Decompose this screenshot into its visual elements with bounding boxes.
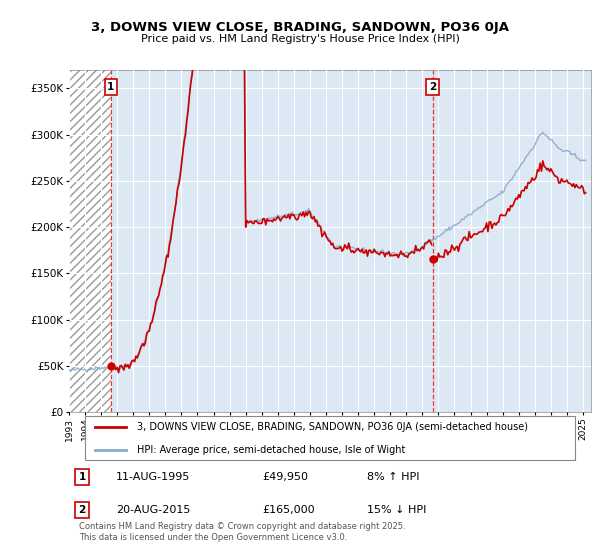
Text: HPI: Average price, semi-detached house, Isle of Wight: HPI: Average price, semi-detached house,… [137, 445, 405, 455]
Text: Contains HM Land Registry data © Crown copyright and database right 2025.
This d: Contains HM Land Registry data © Crown c… [79, 522, 406, 542]
Bar [69, 70, 111, 412]
Text: 11-AUG-1995: 11-AUG-1995 [116, 472, 190, 482]
Text: 15% ↓ HPI: 15% ↓ HPI [367, 505, 426, 515]
FancyBboxPatch shape [85, 416, 575, 460]
Text: 3, DOWNS VIEW CLOSE, BRADING, SANDOWN, PO36 0JA: 3, DOWNS VIEW CLOSE, BRADING, SANDOWN, P… [91, 21, 509, 34]
Text: 2: 2 [429, 82, 436, 92]
Text: 2: 2 [79, 505, 86, 515]
Text: 20-AUG-2015: 20-AUG-2015 [116, 505, 190, 515]
Bar [69, 70, 111, 412]
Text: £49,950: £49,950 [262, 472, 308, 482]
Text: 1: 1 [107, 82, 115, 92]
Text: 3, DOWNS VIEW CLOSE, BRADING, SANDOWN, PO36 0JA (semi-detached house): 3, DOWNS VIEW CLOSE, BRADING, SANDOWN, P… [137, 422, 528, 432]
Text: 1: 1 [79, 472, 86, 482]
Text: £165,000: £165,000 [262, 505, 315, 515]
Text: 8% ↑ HPI: 8% ↑ HPI [367, 472, 419, 482]
Text: Price paid vs. HM Land Registry's House Price Index (HPI): Price paid vs. HM Land Registry's House … [140, 34, 460, 44]
